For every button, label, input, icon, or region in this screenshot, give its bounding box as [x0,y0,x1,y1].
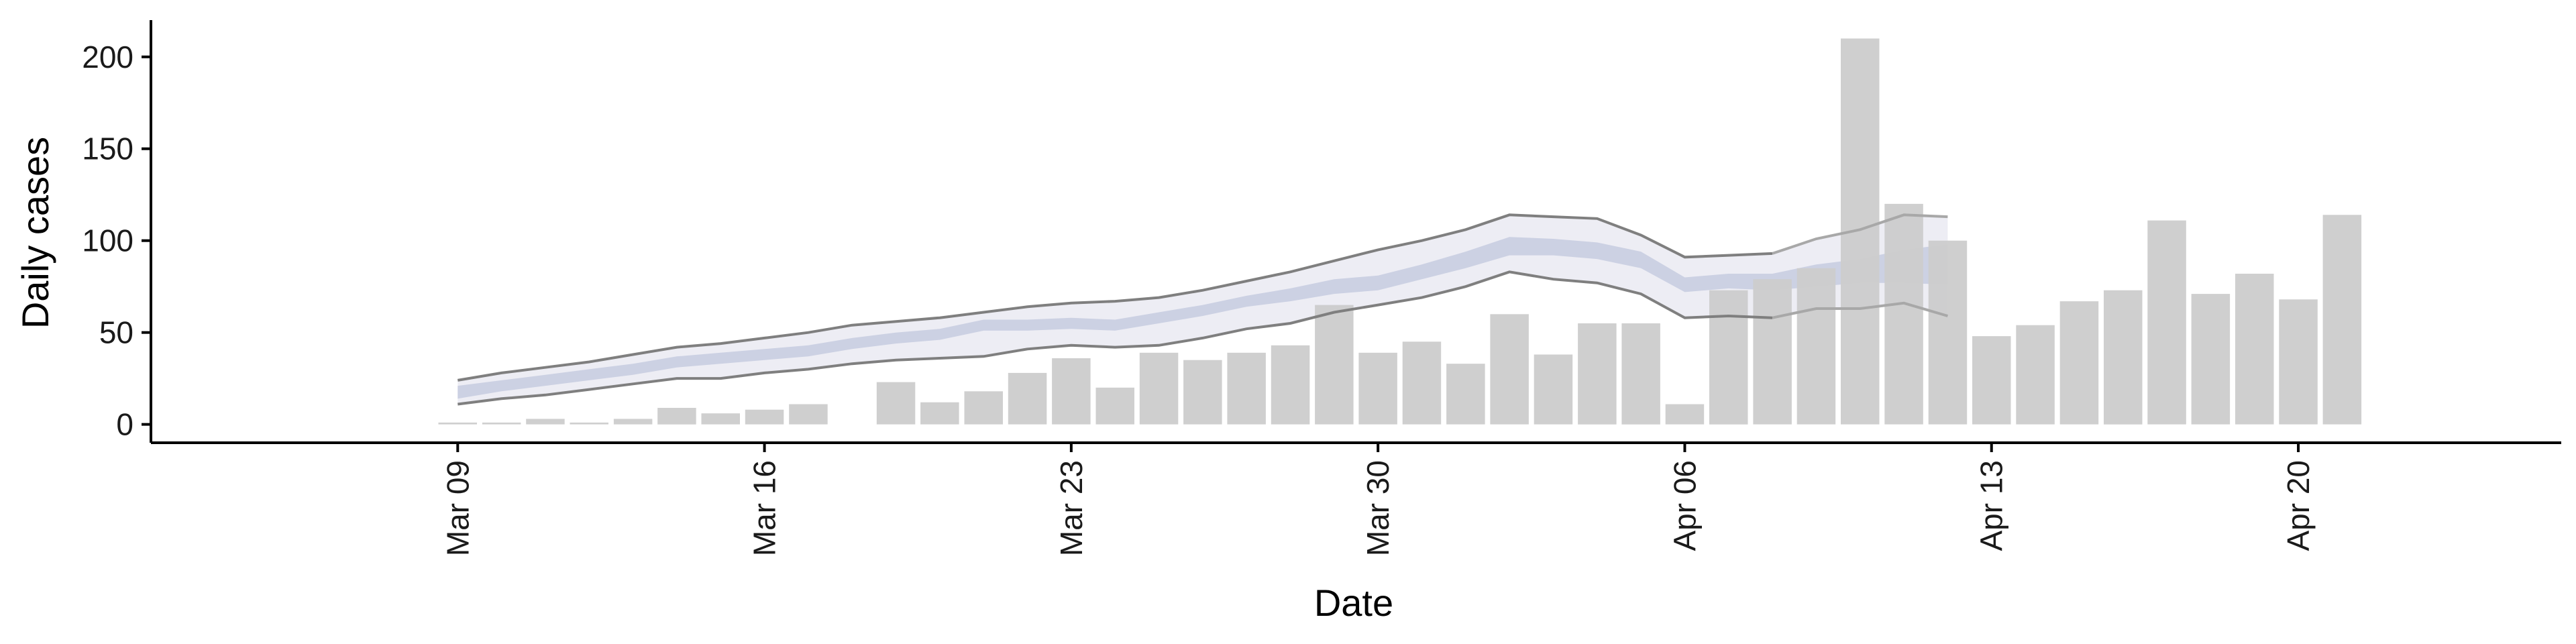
bar-2020-03-29 [1315,305,1354,425]
x-tick-label-2020-04-20: Apr 20 [2281,460,2316,551]
bar-2020-03-31 [1402,341,1442,425]
x-tick-label-2020-03-23: Mar 23 [1054,460,1089,556]
bar-2020-04-20 [2279,299,2318,425]
y-tick-label-200: 200 [82,40,133,74]
bar-2020-03-15 [701,413,740,425]
bar-2020-04-04 [1578,323,1617,425]
y-axis-title: Daily cases [14,137,56,329]
ci-lines-layer [457,213,1948,406]
bar-2020-03-11 [526,419,565,425]
bar-2020-03-17 [789,404,828,425]
bar-2020-04-21 [2322,215,2362,425]
ci-bands-layer [458,215,1948,405]
y-tick-label-0: 0 [116,407,133,442]
bar-2020-04-11 [1884,203,1923,425]
ci90-upper-line [457,213,1773,382]
x-tick-label-2020-04-06: Apr 06 [1668,460,1703,551]
bar-2020-04-07 [1709,290,1748,425]
bar-2020-03-30 [1358,352,1397,425]
x-ticks: Mar 09 Mar 16 Mar 23 Mar 30 Apr 06 Apr 13 Apr … [440,443,2316,556]
bar-2020-03-13 [613,419,653,425]
y-tick-label-150: 150 [82,131,133,166]
bar-2020-03-28 [1271,345,1310,425]
x-tick-label-2020-03-16: Mar 16 [747,460,782,556]
bar-2020-04-05 [1621,323,1660,425]
bar-2020-04-09 [1796,268,1836,425]
bar-2020-04-14 [2016,325,2055,425]
y-tick-label-50: 50 [99,315,133,350]
bar-2020-03-09 [438,422,477,425]
bar-2020-03-24 [1095,387,1134,425]
ci90-upper-line-projection [1772,213,1948,255]
bar-2020-03-10 [482,422,521,425]
x-tick-label-2020-04-13: Apr 13 [1974,460,2009,551]
bars-layer [438,38,2362,425]
bar-2020-04-15 [2059,301,2099,425]
axes-layer [150,20,2561,444]
bar-2020-04-02 [1490,314,1529,425]
bar-2020-03-23 [1052,358,1091,425]
bar-2020-03-19 [876,382,916,425]
bar-2020-03-12 [570,422,608,425]
bar-2020-04-12 [1928,240,1968,425]
y-tick-label-100: 100 [82,223,133,258]
bar-2020-04-01 [1446,364,1485,425]
y-ticks: 0 50 100 150 200 [82,40,151,442]
bar-2020-03-21 [964,391,1003,425]
x-axis-title: Date [1314,582,1393,624]
bar-2020-04-08 [1753,279,1792,425]
bar-2020-03-25 [1139,352,1179,425]
bar-2020-03-26 [1183,360,1222,425]
bar-2020-03-20 [920,402,959,425]
bar-2020-04-16 [2104,290,2143,425]
bar-2020-03-22 [1008,372,1047,425]
bar-2020-04-13 [1972,336,2011,425]
bar-2020-03-14 [657,408,696,425]
bar-2020-04-18 [2191,294,2231,425]
bar-2020-03-16 [745,409,784,425]
x-tick-label-2020-03-30: Mar 30 [1360,460,1395,556]
ci90-lower-line [458,270,1773,406]
bar-2020-04-06 [1665,404,1705,425]
x-tick-label-2020-03-09: Mar 09 [440,460,475,556]
bar-2020-04-03 [1534,354,1573,425]
bar-2020-04-17 [2147,220,2186,425]
bar-2020-03-27 [1227,352,1266,425]
ci90-lower-line-projection [1772,301,1948,319]
bar-2020-04-19 [2235,274,2274,425]
